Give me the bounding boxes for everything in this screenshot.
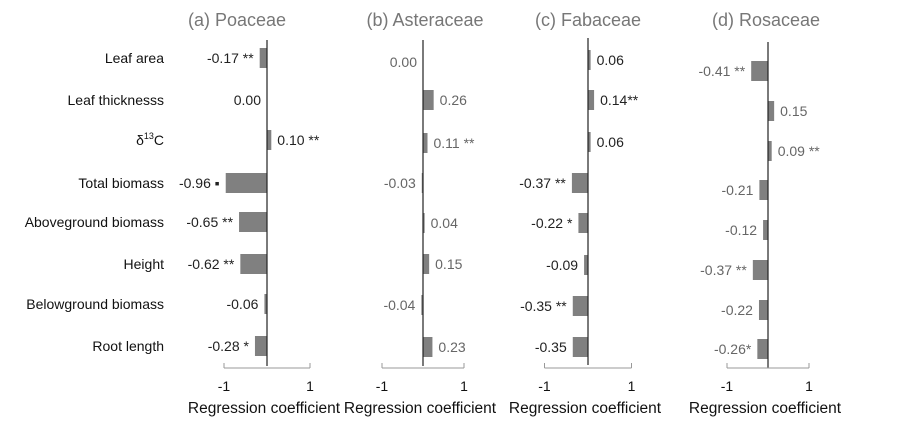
data-label: -0.22 — [721, 302, 753, 318]
data-label: -0.04 — [383, 297, 415, 313]
data-label: -0.22 * — [531, 215, 573, 231]
bar — [572, 296, 588, 316]
x-tick-label: 1 — [460, 378, 468, 394]
bar — [225, 173, 267, 193]
bar — [571, 173, 588, 193]
bar — [264, 294, 267, 314]
panel-title: (a) Poaceae — [188, 10, 286, 30]
bar — [240, 254, 267, 274]
data-label: 0.04 — [431, 215, 458, 231]
bar — [423, 337, 433, 357]
bar — [423, 90, 434, 110]
x-axis-label: Regression coefficient — [344, 400, 497, 417]
data-label: -0.96 ▪ — [179, 175, 220, 191]
bar — [588, 90, 595, 110]
bar — [763, 220, 768, 240]
data-label: 0.10 ** — [277, 132, 320, 148]
bar — [751, 61, 768, 81]
data-label: 0.09 ** — [778, 143, 821, 159]
data-label: -0.21 — [721, 182, 753, 198]
panel-2: (b) Asteraceae 0.00 0.26 0.11 ** -0.03 0.04 0.… — [344, 10, 497, 417]
panel-3: (c) Fabaceae 0.06 0.14** 0.06 -0.37 ** -0.22 … — [509, 10, 662, 417]
data-label: -0.28 * — [208, 338, 250, 354]
bar — [421, 295, 423, 315]
data-label: -0.65 ** — [186, 214, 233, 230]
bar — [584, 255, 588, 275]
data-label: -0.12 — [725, 222, 757, 238]
bar — [588, 132, 591, 152]
category-label: Aboveground biomass — [25, 214, 164, 230]
x-axis-label: Regression coefficient — [188, 400, 341, 417]
data-label: -0.37 ** — [700, 262, 747, 278]
data-label: 0.26 — [440, 92, 467, 108]
bar — [768, 101, 775, 121]
bar — [758, 300, 768, 320]
bar — [757, 339, 768, 359]
data-label: 0.11 ** — [434, 135, 476, 151]
bar — [239, 212, 267, 232]
panel-4: (d) Rosaceae -0.41 ** 0.15 0.09 ** -0.21 -0.1… — [689, 10, 842, 417]
data-label: 0.15 — [780, 103, 807, 119]
data-label: -0.06 — [226, 296, 258, 312]
data-label: -0.37 ** — [519, 175, 566, 191]
bar — [254, 336, 267, 356]
panel-1: (a) Poaceae -0.17 ** 0.00 0.10 ** -0.96 ▪ -0.… — [179, 10, 341, 417]
category-label: δ13C — [136, 131, 164, 148]
data-label: 0.06 — [597, 52, 624, 68]
x-axis-label: Regression coefficient — [689, 400, 842, 417]
x-axis-label: Regression coefficient — [509, 400, 662, 417]
bar — [423, 254, 430, 274]
data-label: -0.26* — [714, 341, 752, 357]
category-label: Total biomass — [78, 175, 164, 191]
bar — [752, 260, 768, 280]
bar — [588, 50, 591, 70]
data-label: 0.14** — [600, 92, 639, 108]
data-label: 0.06 — [597, 134, 624, 150]
category-label: Leaf area — [105, 50, 164, 66]
category-label: Height — [124, 256, 165, 272]
bar — [768, 141, 772, 161]
x-tick-label: -1 — [376, 378, 389, 394]
data-label: 0.23 — [438, 339, 465, 355]
x-tick-label: 1 — [306, 378, 314, 394]
data-label: 0.00 — [390, 54, 417, 70]
bar — [578, 213, 588, 233]
panel-title: (d) Rosaceae — [712, 10, 820, 30]
category-label: Leaf thicknesss — [68, 92, 165, 108]
panel-title: (c) Fabaceae — [535, 10, 641, 30]
category-label: Belowground biomass — [26, 296, 164, 312]
x-tick-label: 1 — [628, 378, 636, 394]
panel-title: (b) Asteraceae — [366, 10, 483, 30]
data-label: -0.03 — [384, 175, 416, 191]
data-label: -0.35 — [535, 339, 567, 355]
bar — [267, 130, 272, 150]
x-tick-label: 1 — [805, 378, 813, 394]
data-label: -0.41 ** — [698, 63, 745, 79]
data-label: 0.00 — [234, 92, 261, 108]
x-tick-label: -1 — [721, 378, 734, 394]
data-label: -0.35 ** — [520, 298, 567, 314]
data-label: 0.15 — [435, 256, 462, 272]
bar — [759, 180, 768, 200]
bar — [423, 213, 425, 233]
bar — [423, 133, 428, 153]
x-tick-label: -1 — [538, 378, 551, 394]
bar — [572, 337, 588, 357]
data-label: -0.09 — [546, 257, 578, 273]
category-label: Root length — [92, 338, 164, 354]
x-tick-label: -1 — [218, 378, 231, 394]
data-label: -0.62 ** — [188, 256, 235, 272]
bar — [259, 48, 267, 68]
data-label: -0.17 ** — [207, 50, 254, 66]
